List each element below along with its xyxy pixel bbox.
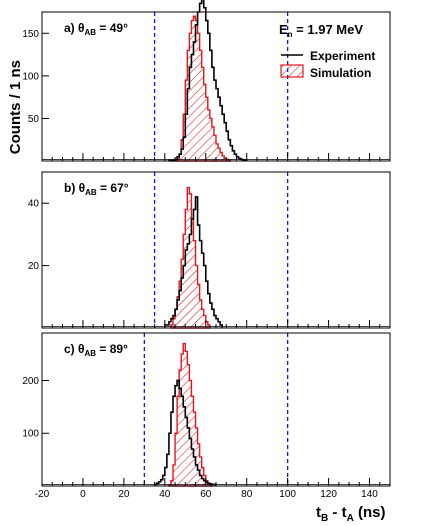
y-tick-label: 20 <box>28 261 40 272</box>
y-tick-label: 100 <box>22 71 39 82</box>
y-tick-label: 50 <box>28 114 40 125</box>
panel-c: 100 200 c) θAB = 89° <box>22 332 391 487</box>
experiment-histogram <box>164 196 223 328</box>
panel-label: b) θAB = 67° <box>64 181 129 197</box>
simulation-histogram <box>168 342 213 487</box>
x-tick-label: 140 <box>361 489 378 500</box>
legend: Experiment Simulation <box>280 49 375 80</box>
x-tick-label: 100 <box>279 489 296 500</box>
x-tick-label: -20 <box>35 489 50 500</box>
experiment-histogram <box>168 0 248 162</box>
x-tick-label: 60 <box>200 489 212 500</box>
y-axis-title: Counts / 1 ns <box>7 60 24 154</box>
energy-label: En = 1.97 MeV <box>279 22 363 39</box>
y-tick-label: 200 <box>22 376 39 387</box>
panels: 50 100 150 a) θAB = 49° 20 40 b) θAB = 67° 100 2… <box>22 0 391 500</box>
legend-simulation-label: Simulation <box>310 66 371 80</box>
simulation-histogram <box>174 15 232 162</box>
y-tick-label: 100 <box>22 429 39 440</box>
panel-label: c) θAB = 89° <box>64 342 128 358</box>
x-tick-label: 0 <box>80 489 86 500</box>
legend-simulation-swatch <box>280 64 304 78</box>
panel-label: a) θAB = 49° <box>64 21 128 37</box>
x-tick-label: 120 <box>320 489 337 500</box>
panel-b: 20 40 b) θAB = 67° <box>28 171 391 329</box>
x-tick-label: 40 <box>159 489 171 500</box>
y-tick-label: 150 <box>22 29 39 40</box>
panel-a: 50 100 150 a) θAB = 49° <box>22 0 391 162</box>
x-tick-label: 20 <box>118 489 130 500</box>
y-tick-label: 40 <box>28 199 40 210</box>
x-tick-label: 80 <box>241 489 253 500</box>
x-axis-title: tB - tA (ns) <box>316 504 385 524</box>
legend-experiment-label: Experiment <box>310 49 375 63</box>
